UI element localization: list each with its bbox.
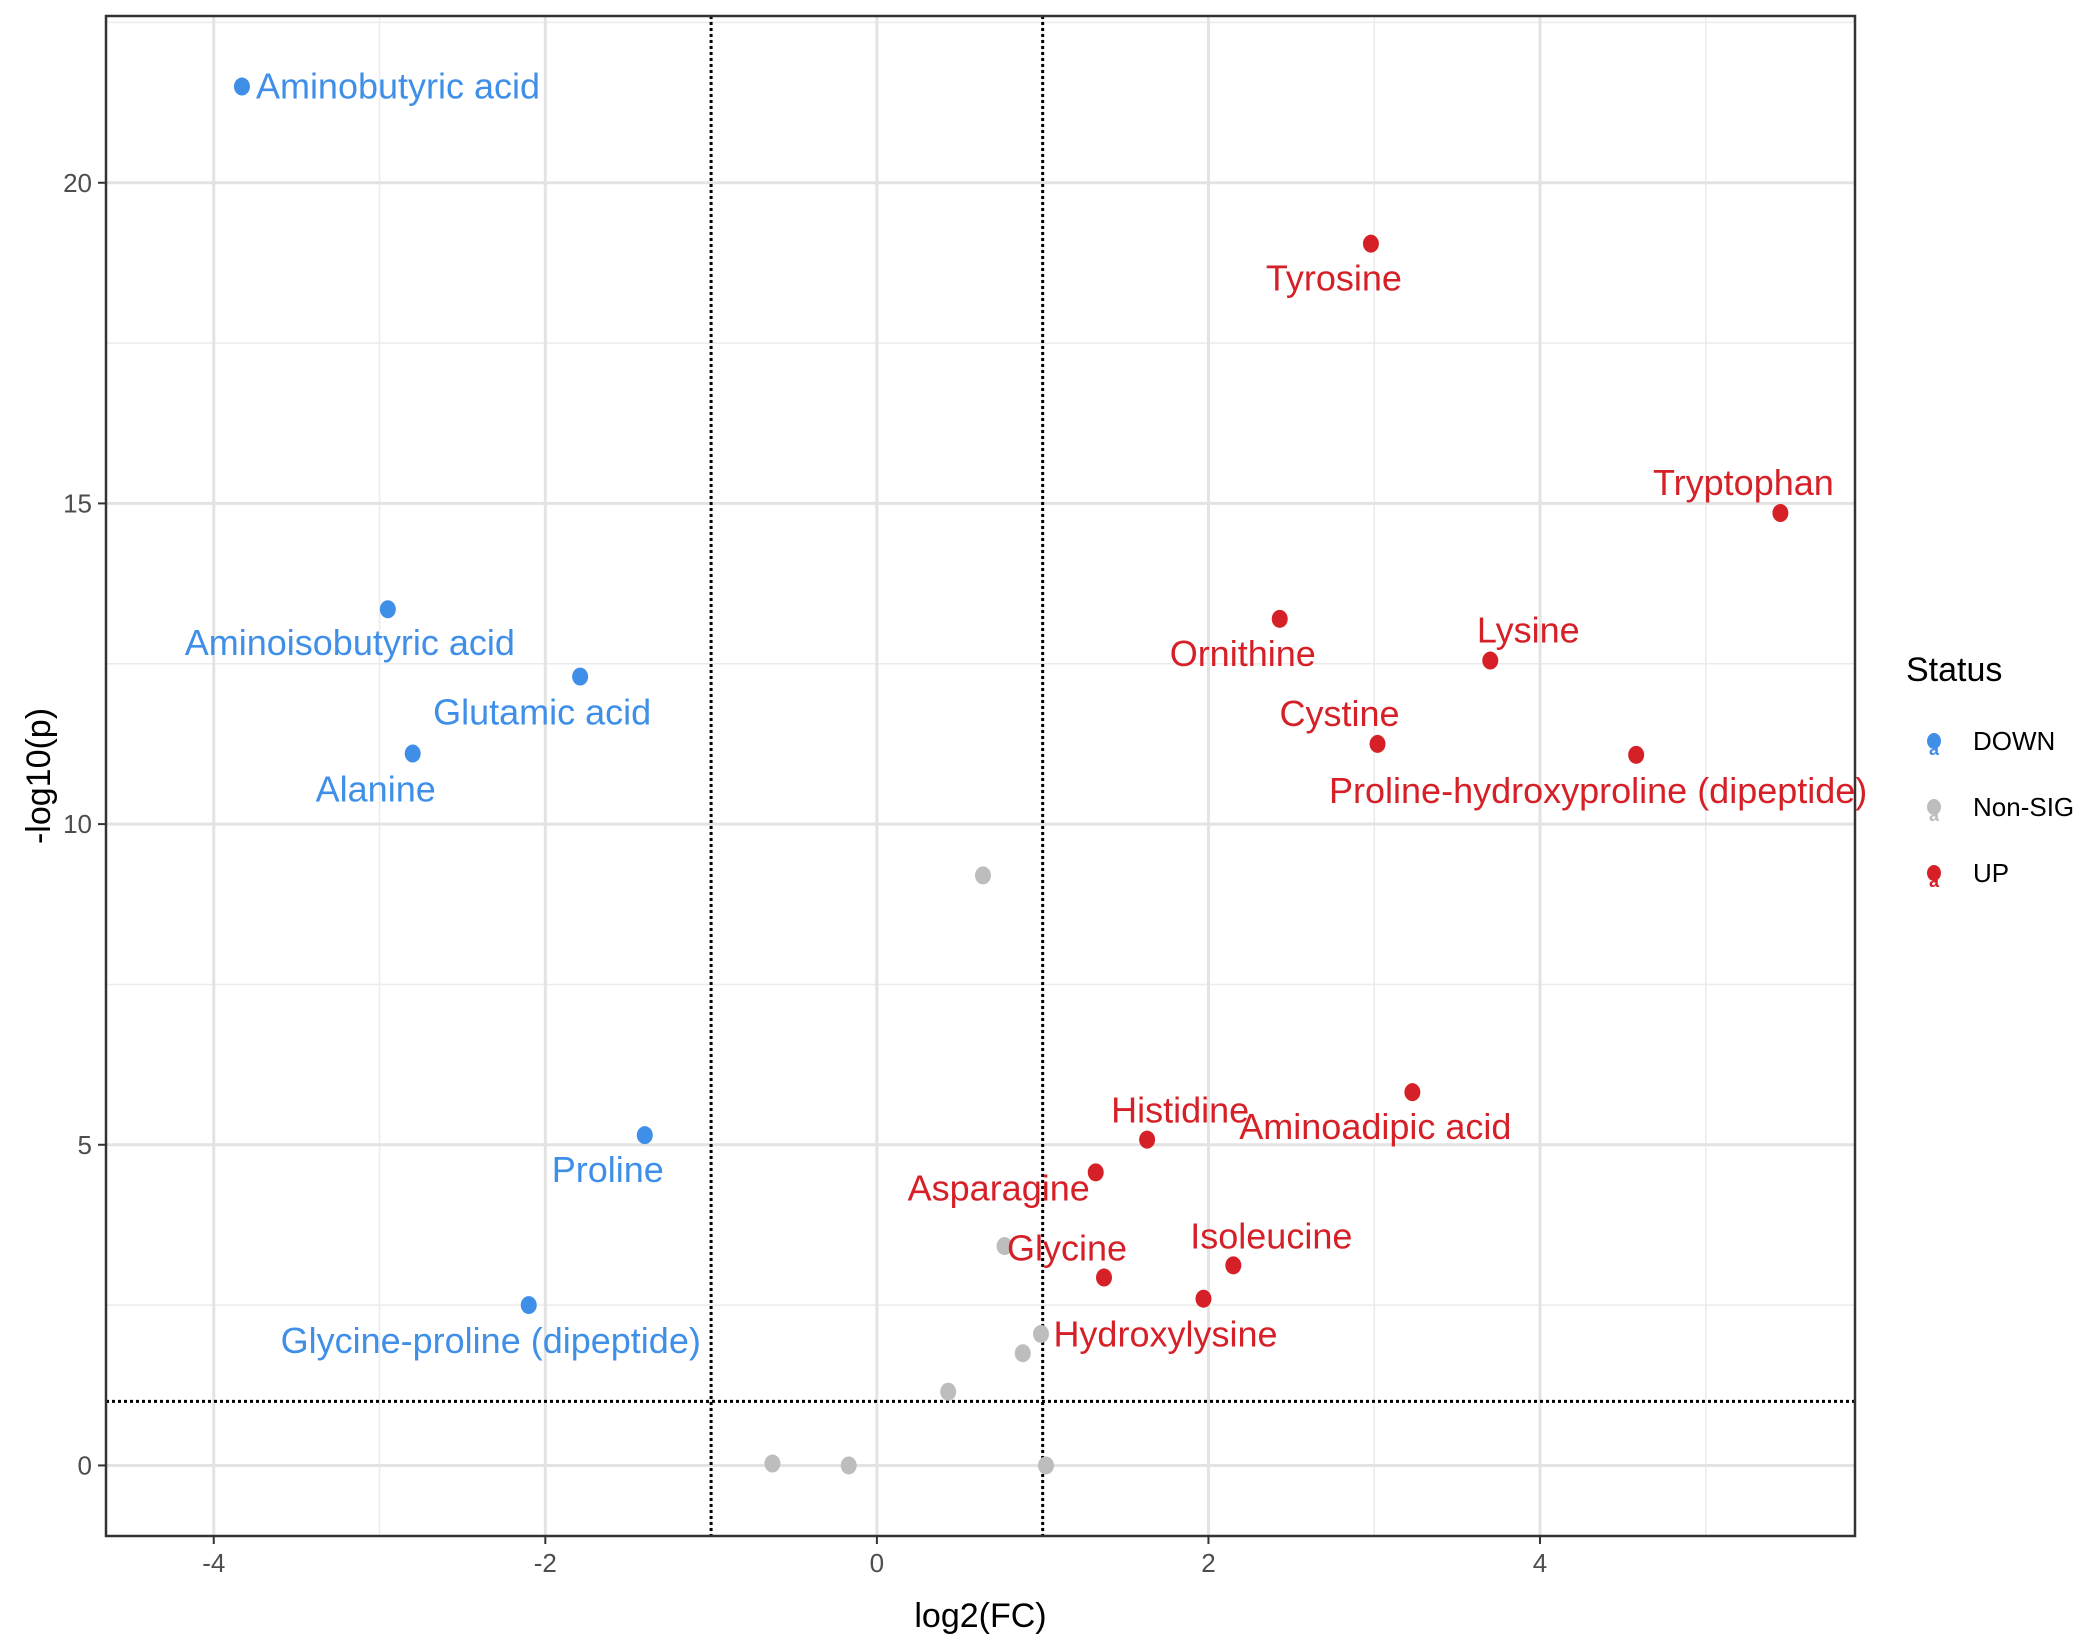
y-tick-label: 20 [63, 168, 92, 198]
y-tick-label: 0 [78, 1450, 92, 1480]
legend-key-glyph: a [1929, 871, 1940, 891]
point-label: Glycine [1007, 1228, 1127, 1269]
y-tick-label: 10 [63, 809, 92, 839]
data-point-down [404, 744, 421, 763]
y-axis-title: -log10(p) [20, 708, 58, 844]
point-label: Hydroxylysine [1053, 1314, 1277, 1355]
y-tick-label: 15 [63, 488, 92, 518]
data-point-non-sig [764, 1454, 781, 1473]
data-point-up [1482, 651, 1499, 670]
point-label: Glutamic acid [433, 692, 651, 733]
legend-items: a DOWN a Non-SIG a UP [1927, 726, 2074, 891]
x-tick-label: 2 [1201, 1548, 1215, 1578]
data-point-up [1195, 1289, 1212, 1308]
data-point-non-sig [1037, 1456, 1054, 1475]
data-point-up [1772, 504, 1789, 523]
point-labels: Aminobutyric acid Aminoisobutyric acid Glu… [185, 66, 1868, 1362]
data-point-non-sig [1033, 1324, 1050, 1343]
point-label: Tryptophan [1653, 462, 1834, 503]
plot-panel-background [106, 16, 1855, 1536]
legend-key-glyph: a [1929, 805, 1940, 825]
data-point-up [1225, 1256, 1242, 1275]
point-label: Ornithine [1170, 633, 1316, 674]
data-point-down [379, 600, 396, 619]
point-label: Proline-hydroxyproline (dipeptide) [1329, 770, 1867, 811]
data-point-down [233, 77, 250, 96]
point-label: Cystine [1280, 693, 1400, 734]
legend-key [1927, 865, 1941, 881]
point-label: Alanine [316, 769, 436, 810]
data-point-non-sig [996, 1237, 1013, 1256]
point-label: Glycine-proline (dipeptide) [281, 1320, 701, 1361]
data-point-up [1369, 734, 1386, 753]
point-label: Isoleucine [1190, 1215, 1352, 1256]
legend-label: UP [1973, 858, 2009, 888]
x-tick-label: -4 [202, 1548, 225, 1578]
axes: -4 -2 0 2 4 0 5 10 15 20 [63, 168, 1547, 1578]
x-tick-label: -2 [534, 1548, 557, 1578]
point-label: Proline [552, 1149, 664, 1190]
data-point-up [1087, 1163, 1104, 1182]
legend-label: Non-SIG [1973, 792, 2074, 822]
data-point-up [1096, 1268, 1113, 1287]
grid [106, 16, 1855, 1536]
data-point-up [1628, 745, 1645, 764]
data-points [233, 77, 1789, 1475]
data-point-up [1404, 1083, 1421, 1102]
point-label: Asparagine [908, 1167, 1090, 1208]
data-point-non-sig [840, 1456, 857, 1475]
data-point-up [1362, 234, 1379, 253]
legend-key [1927, 799, 1941, 815]
point-label: Aminoadipic acid [1239, 1106, 1511, 1147]
data-point-up [1271, 609, 1288, 628]
data-point-down [636, 1126, 653, 1145]
data-point-down [572, 667, 589, 686]
x-axis-title: log2(FC) [914, 1597, 1046, 1635]
data-point-non-sig [940, 1382, 957, 1401]
x-tick-label: 4 [1533, 1548, 1547, 1578]
point-label: Tyrosine [1266, 258, 1402, 299]
point-label: Lysine [1477, 610, 1580, 651]
plot-panel-border [104, 14, 1857, 1538]
legend-key [1927, 733, 1941, 749]
legend-key-glyph: a [1929, 739, 1940, 759]
x-tick-label: 0 [870, 1548, 884, 1578]
threshold-lines [106, 16, 1855, 1536]
data-point-up [1139, 1130, 1156, 1149]
point-label: Histidine [1111, 1090, 1249, 1131]
legend-title: Status [1906, 651, 2002, 689]
legend-label: DOWN [1973, 726, 2055, 756]
data-point-non-sig [974, 866, 991, 885]
data-point-non-sig [1014, 1344, 1031, 1363]
point-label: Aminoisobutyric acid [185, 622, 515, 663]
legend: Status a DOWN a Non-SIG a UP [1906, 651, 2074, 891]
data-point-down [520, 1296, 537, 1315]
y-tick-label: 5 [78, 1130, 92, 1160]
point-label: Aminobutyric acid [256, 66, 540, 107]
